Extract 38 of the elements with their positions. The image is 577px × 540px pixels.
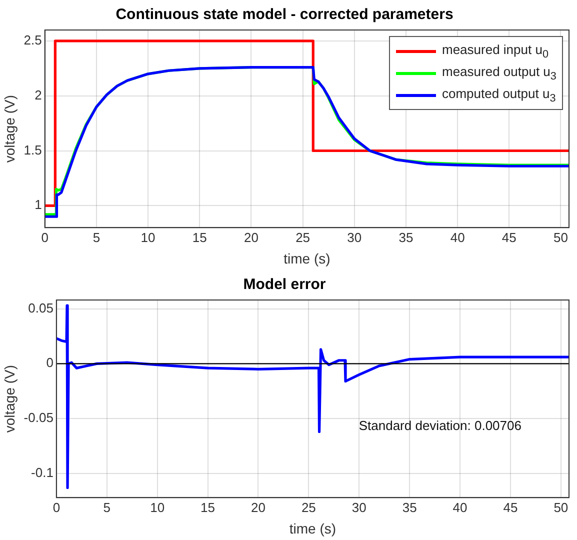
x-tick-label: 10 xyxy=(150,500,165,515)
y-tick-label: 2.5 xyxy=(24,32,42,48)
x-tick-label: 20 xyxy=(250,500,266,515)
annotation: Standard deviation: 0.00706 xyxy=(358,418,522,434)
x-tick-label: 45 xyxy=(503,500,518,515)
legend-label: computed output u$_{3}$ xyxy=(442,86,556,104)
x-tick-label: 30 xyxy=(347,230,362,245)
y-tick-label: 0.05 xyxy=(28,300,54,316)
y-tick-label: -0.1 xyxy=(31,465,54,480)
x-tick-label: 25 xyxy=(301,500,316,515)
y-tick-label: 1 xyxy=(34,197,42,212)
y-axis-title: voltage (V) xyxy=(1,94,18,163)
y-tick-label: -0.05 xyxy=(24,410,54,426)
x-tick-label: 15 xyxy=(200,500,216,515)
x-tick-label: 5 xyxy=(103,500,110,515)
x-tick-label: 45 xyxy=(502,230,516,245)
chart-title: Model error xyxy=(243,276,326,294)
x-tick-label: 50 xyxy=(554,230,568,245)
x-tick-label: 15 xyxy=(192,230,207,245)
y-axis-title: voltage (V) xyxy=(1,364,18,433)
x-axis-title: time (s) xyxy=(289,520,336,536)
x-tick-label: 20 xyxy=(244,230,258,245)
chart-title: Continuous state model - corrected parameters xyxy=(116,6,454,24)
y-tick-label: 1.5 xyxy=(24,142,42,158)
x-tick-label: 35 xyxy=(402,500,417,515)
x-axis-title: time (s) xyxy=(284,250,330,266)
x-tick-label: 50 xyxy=(554,500,568,515)
x-tick-label: 5 xyxy=(92,230,100,245)
legend-label: measured input u$_{0}$ xyxy=(442,42,548,60)
y-tick-label: 2 xyxy=(34,87,42,102)
legend-label: measured output u$_{3}$ xyxy=(442,64,556,82)
x-tick-label: 30 xyxy=(352,500,366,515)
y-tick-label: 0 xyxy=(46,355,54,370)
x-tick-label: 25 xyxy=(296,230,310,245)
x-tick-label: 40 xyxy=(452,500,468,515)
x-tick-label: 40 xyxy=(450,230,465,245)
x-tick-label: 10 xyxy=(140,230,156,245)
x-tick-label: 35 xyxy=(398,230,414,245)
